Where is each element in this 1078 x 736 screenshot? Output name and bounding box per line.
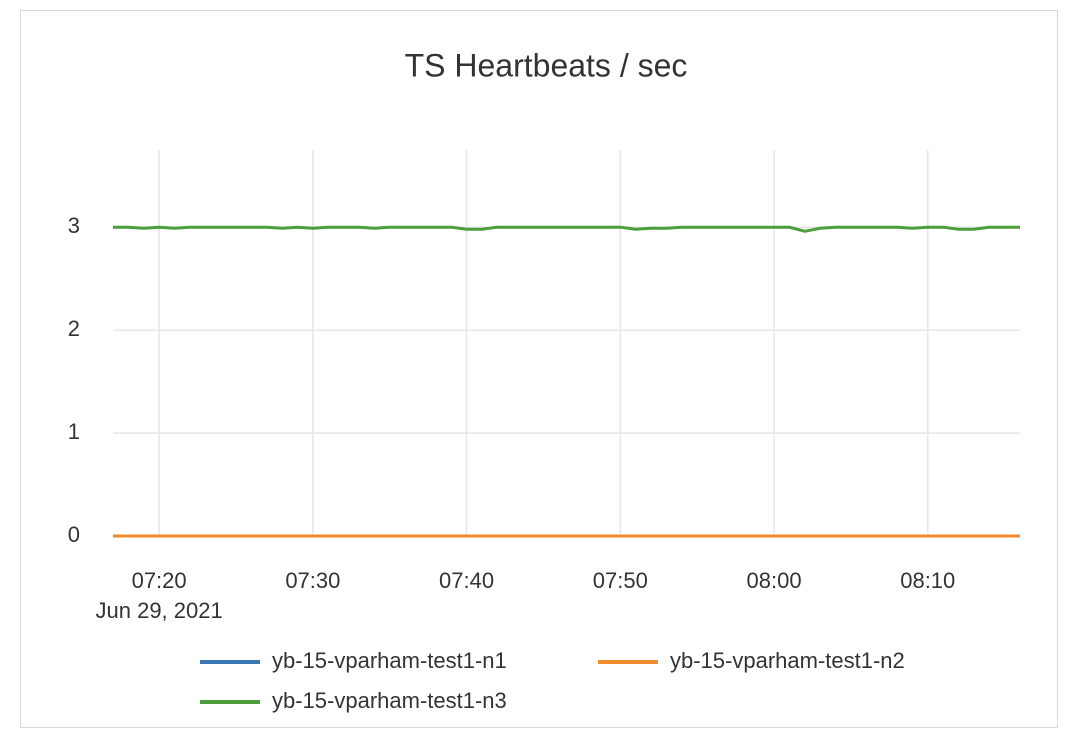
series-line [113,225,1020,233]
x-tick-label: 07:50 [593,568,648,593]
legend-label: yb-15-vparham-test1-n1 [272,648,507,673]
legend-label: yb-15-vparham-test1-n2 [670,648,905,673]
y-tick-label: 2 [68,316,80,341]
y-tick-label: 0 [68,522,80,547]
x-tick-label: 08:00 [747,568,802,593]
x-tick-label: 07:40 [439,568,494,593]
y-tick-label: 1 [68,419,80,444]
x-tick-label: 07:30 [285,568,340,593]
x-tick-label: 07:20 [132,568,187,593]
chart-title: TS Heartbeats / sec [405,47,688,83]
x-tick-label: 08:10 [900,568,955,593]
card [20,10,1058,728]
y-tick-label: 3 [68,213,80,238]
legend-label: yb-15-vparham-test1-n3 [272,688,507,713]
x-date-label: Jun 29, 2021 [96,598,223,623]
